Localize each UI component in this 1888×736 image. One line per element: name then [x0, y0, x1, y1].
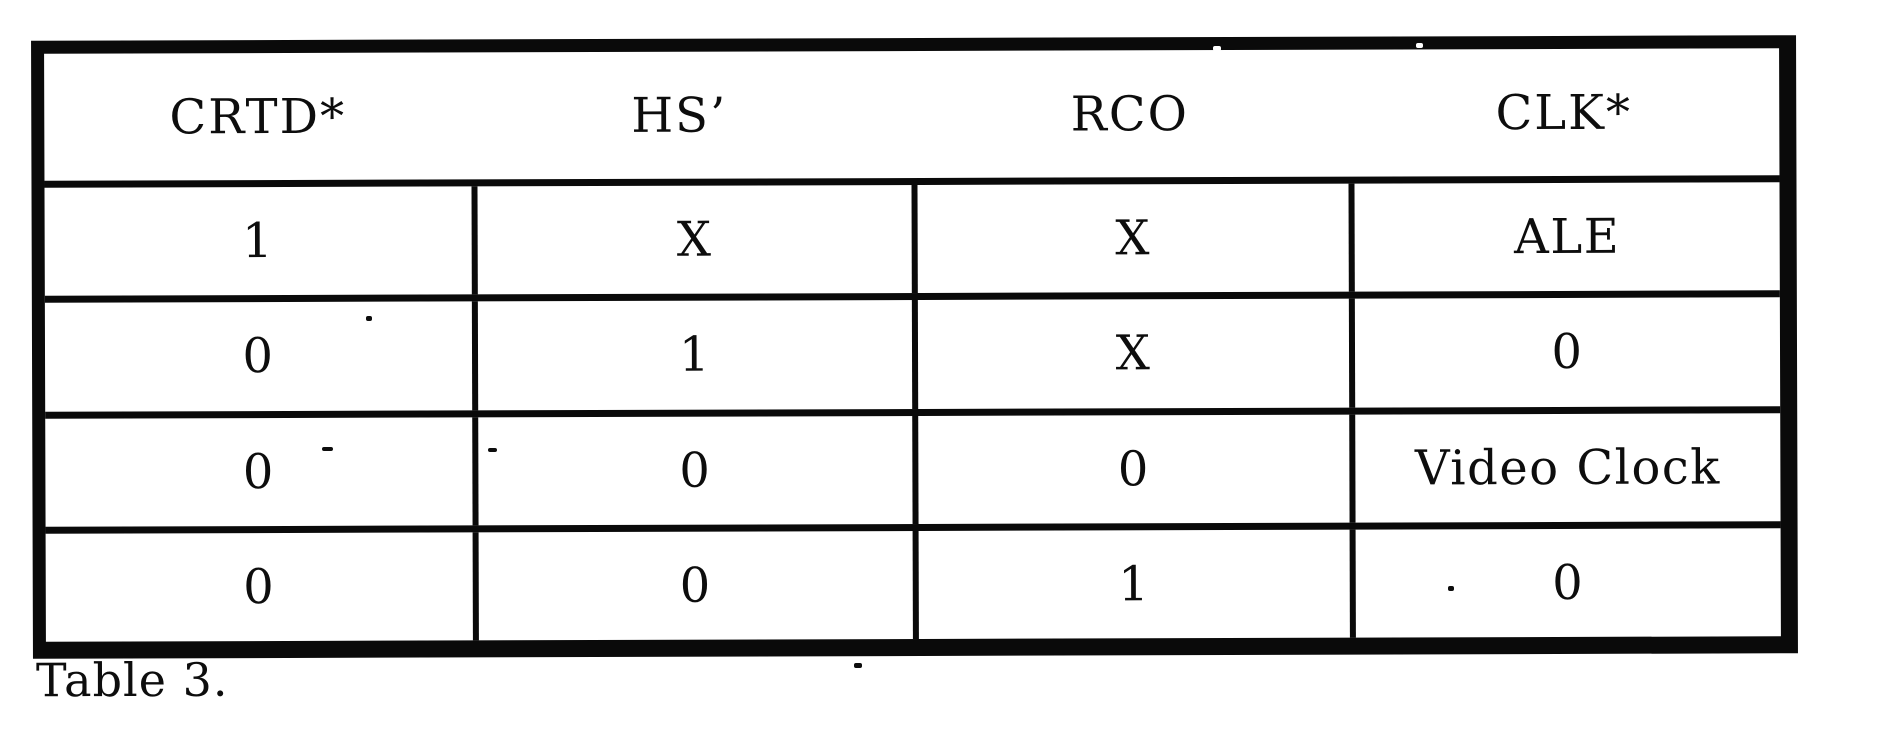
header-cell-hs: HS’	[471, 51, 911, 179]
table-header-row: CRTD* HS’ RCO CLK*	[44, 48, 1779, 180]
scan-artifact	[1213, 46, 1221, 51]
table-cell: 0	[472, 415, 913, 526]
header-cell-rco: RCO	[911, 50, 1348, 178]
header-label: CLK*	[1495, 84, 1633, 141]
scan-artifact	[366, 316, 372, 321]
scan-artifact	[854, 663, 862, 668]
table-cell: X	[471, 185, 912, 295]
table-cell: 0	[243, 558, 276, 615]
table-cell: X	[911, 183, 1349, 294]
header-label: HS’	[631, 87, 728, 144]
scan-artifact	[1448, 586, 1454, 591]
table-cell: 0	[242, 443, 275, 500]
table-cell: 1	[242, 213, 275, 270]
table-cell: 0	[472, 530, 913, 641]
scan-artifact	[488, 448, 497, 452]
scan-artifact	[1416, 43, 1423, 48]
table-caption: Table 3.	[35, 652, 229, 708]
header-cell-clk: CLK*	[1348, 48, 1779, 176]
scan-artifact	[322, 447, 333, 451]
table-cell: ALE	[1348, 182, 1780, 292]
header-cell-crtd: CRTD*	[44, 52, 471, 180]
header-label: CRTD*	[169, 88, 347, 145]
table-cell: X	[911, 298, 1350, 409]
table-cell: 0	[912, 414, 1350, 524]
table-cell: 1	[912, 529, 1350, 640]
table-cell: 0	[242, 328, 275, 385]
table-row: 0 0 1 0	[45, 521, 1781, 642]
table-row: 0 1 X 0	[44, 290, 1781, 412]
table-row: 0 0 0 Video Clock	[45, 405, 1781, 527]
table-cell: 1	[471, 300, 913, 410]
table-cell: 0	[1348, 297, 1781, 408]
header-label: RCO	[1070, 85, 1189, 143]
table-cell: 0	[1349, 528, 1781, 638]
truth-table: CRTD* HS’ RCO CLK* 1 X X ALE 0 1 X 0 0 0…	[31, 35, 1798, 659]
table-row: 1 X X ALE	[44, 175, 1780, 296]
table-cell: Video Clock	[1349, 412, 1781, 523]
